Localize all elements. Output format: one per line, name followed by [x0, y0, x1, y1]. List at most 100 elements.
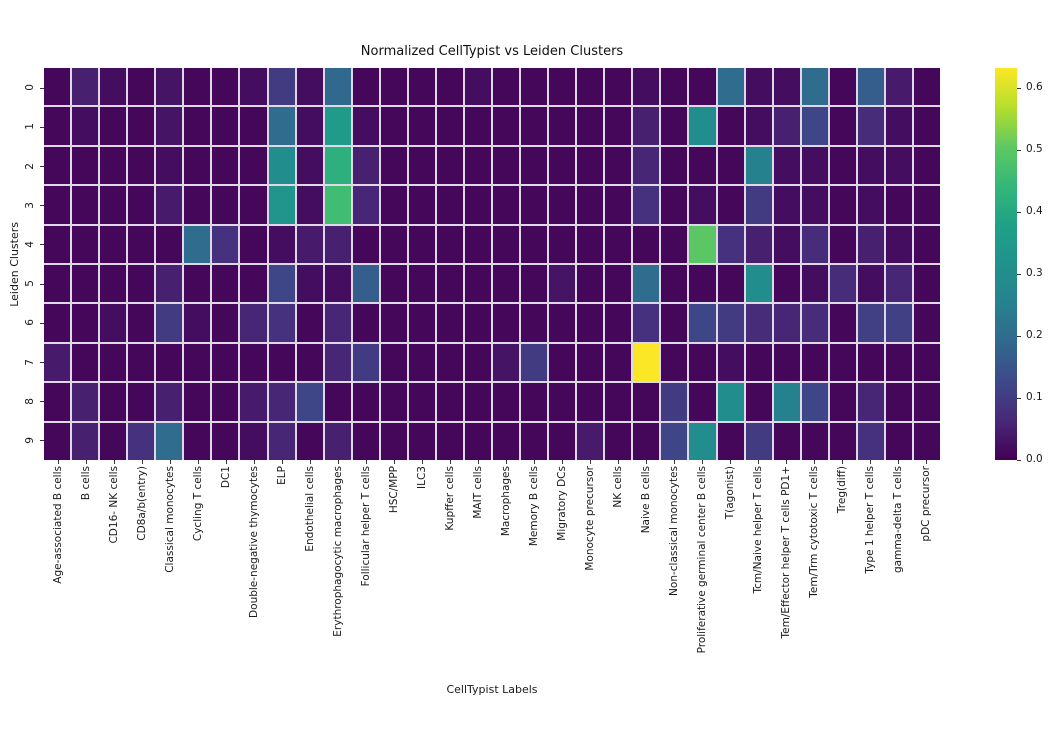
heatmap-cell — [100, 146, 127, 185]
x-tick-label: gamma-delta T cells — [891, 466, 904, 573]
heatmap-cell — [184, 304, 211, 342]
heatmap-cell — [72, 225, 99, 263]
heatmap-cell — [184, 422, 211, 460]
x-tick-mark — [618, 460, 619, 464]
heatmap-cell — [184, 186, 211, 224]
heatmap-cell — [240, 146, 267, 185]
heatmap-cell — [408, 265, 435, 303]
heatmap-cell — [633, 146, 660, 185]
heatmap-cell — [801, 304, 828, 342]
x-tick-label: CD16- NK cells — [107, 466, 120, 544]
chart-title: Normalized CellTypist vs Leiden Clusters — [360, 44, 624, 59]
heatmap-cell — [605, 186, 632, 224]
heatmap-cell — [268, 304, 295, 342]
heatmap-cell — [44, 107, 71, 145]
heatmap-cell — [633, 265, 660, 303]
heatmap-cell — [549, 68, 576, 106]
heatmap-cell — [885, 225, 912, 263]
heatmap-cell — [156, 383, 183, 421]
heatmap-cell — [577, 343, 604, 382]
heatmap-cell — [352, 383, 379, 421]
heatmap-cell — [352, 186, 379, 224]
heatmap-cell — [577, 68, 604, 106]
heatmap-cell — [913, 422, 940, 460]
heatmap-cell — [745, 186, 772, 224]
heatmap-cell — [521, 343, 548, 382]
heatmap-cell — [829, 343, 856, 382]
heatmap-cell — [240, 186, 267, 224]
heatmap-cell — [436, 68, 463, 106]
heatmap-cell — [717, 304, 744, 342]
heatmap-cell — [885, 107, 912, 145]
y-tick-label: 6 — [24, 319, 36, 327]
x-tick-mark — [842, 460, 843, 464]
heatmap-cell — [100, 68, 127, 106]
x-tick-mark — [170, 460, 171, 464]
heatmap-cell — [549, 146, 576, 185]
heatmap-cell — [156, 146, 183, 185]
heatmap-cell — [745, 383, 772, 421]
colorbar — [995, 68, 1017, 460]
heatmap-cell — [493, 343, 520, 382]
heatmap-cell — [885, 343, 912, 382]
heatmap-cell — [913, 265, 940, 303]
x-tick-label: CD8a/b(entry) — [135, 466, 148, 541]
heatmap-cell — [436, 265, 463, 303]
heatmap-cell — [296, 422, 323, 460]
heatmap-cell — [913, 146, 940, 185]
x-tick-mark — [730, 460, 731, 464]
heatmap-cell — [885, 265, 912, 303]
heatmap-cell — [296, 225, 323, 263]
heatmap-cell — [829, 146, 856, 185]
heatmap-cell — [128, 304, 155, 342]
heatmap-cell — [773, 68, 800, 106]
heatmap-cell — [240, 422, 267, 460]
heatmap-cell — [689, 304, 716, 342]
heatmap-cell — [156, 225, 183, 263]
x-tick-mark — [142, 460, 143, 464]
heatmap-cell — [436, 304, 463, 342]
heatmap-cell — [100, 343, 127, 382]
colorbar-tick-label: 0.0 — [1026, 453, 1043, 465]
heatmap-cell — [857, 107, 884, 145]
heatmap-cell — [464, 343, 491, 382]
x-tick-mark — [786, 460, 787, 464]
x-tick-label: Tem/Effector helper T cells PD1+ — [779, 466, 792, 639]
heatmap-cell — [885, 422, 912, 460]
heatmap-cell — [857, 265, 884, 303]
x-tick-label: Migratory DCs — [555, 466, 568, 541]
x-axis-label: CellTypist Labels — [446, 683, 538, 696]
x-tick-label: Kupffer cells — [443, 466, 456, 531]
heatmap-cell — [324, 68, 351, 106]
heatmap-cell — [773, 107, 800, 145]
x-tick-mark — [310, 460, 311, 464]
x-tick-label: NK cells — [611, 466, 624, 508]
heatmap-cell — [717, 68, 744, 106]
heatmap-cell — [464, 146, 491, 185]
x-tick-mark — [674, 460, 675, 464]
heatmap-cell — [913, 343, 940, 382]
x-tick-label: Tem/Trm cytotoxic T cells — [807, 466, 820, 598]
heatmap-cell — [436, 383, 463, 421]
heatmap-cell — [801, 146, 828, 185]
heatmap-cell — [661, 343, 688, 382]
x-tick-label: Non-classical monocytes — [667, 466, 680, 596]
x-tick-mark — [366, 460, 367, 464]
heatmap-cell — [296, 186, 323, 224]
x-tick-mark — [814, 460, 815, 464]
heatmap-cell — [857, 422, 884, 460]
heatmap-cell — [156, 343, 183, 382]
heatmap-cell — [829, 107, 856, 145]
x-tick-mark — [926, 460, 927, 464]
heatmap-cell — [633, 383, 660, 421]
x-tick-label: Age-associated B cells — [51, 466, 64, 584]
heatmap-cell — [128, 186, 155, 224]
heatmap-cell — [296, 146, 323, 185]
y-tick-label: 8 — [24, 397, 36, 405]
heatmap-cell — [745, 107, 772, 145]
x-tick-label: Follicular helper T cells — [359, 466, 372, 587]
heatmap-cell — [156, 68, 183, 106]
heatmap-cell — [549, 383, 576, 421]
heatmap-cell — [801, 265, 828, 303]
heatmap-cell — [605, 343, 632, 382]
